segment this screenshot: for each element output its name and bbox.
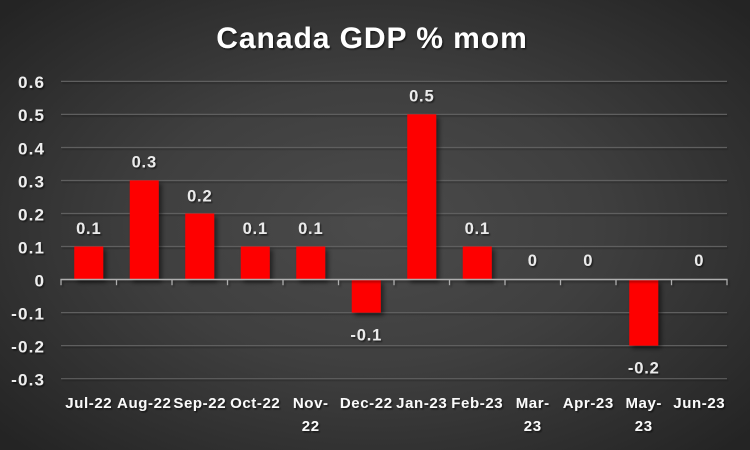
svg-text:-0.2: -0.2 (628, 359, 660, 377)
svg-text:0.1: 0.1 (76, 220, 101, 238)
svg-text:0.6: 0.6 (18, 73, 45, 92)
svg-text:-0.1: -0.1 (11, 305, 45, 324)
svg-text:0: 0 (583, 252, 593, 270)
svg-text:-0.1: -0.1 (350, 326, 382, 344)
svg-text:Jun-23: Jun-23 (673, 395, 725, 412)
svg-text:-0.2: -0.2 (11, 337, 45, 356)
svg-text:Nov-: Nov- (293, 395, 329, 412)
svg-text:23: 23 (635, 418, 653, 435)
svg-text:Mar-: Mar- (516, 395, 550, 412)
svg-text:0.2: 0.2 (18, 205, 45, 224)
svg-text:0.1: 0.1 (298, 220, 323, 238)
svg-text:0.3: 0.3 (132, 153, 157, 171)
svg-text:0.1: 0.1 (465, 220, 490, 238)
svg-text:0.2: 0.2 (187, 188, 212, 206)
svg-text:0.1: 0.1 (18, 238, 45, 257)
svg-text:0: 0 (694, 252, 704, 270)
svg-text:Jan-23: Jan-23 (396, 395, 447, 412)
svg-text:-0.3: -0.3 (11, 371, 45, 390)
svg-text:0.1: 0.1 (243, 220, 268, 238)
svg-text:Sep-22: Sep-22 (173, 395, 226, 412)
svg-text:0.5: 0.5 (409, 88, 434, 106)
svg-text:23: 23 (524, 418, 542, 435)
svg-text:0.5: 0.5 (18, 106, 45, 125)
svg-text:Oct-22: Oct-22 (230, 395, 280, 412)
svg-text:0.3: 0.3 (18, 172, 45, 191)
svg-text:Dec-22: Dec-22 (340, 395, 393, 412)
svg-text:May-: May- (625, 395, 662, 412)
svg-text:Jul-22: Jul-22 (65, 395, 112, 412)
svg-text:Canada GDP % mom: Canada GDP % mom (216, 22, 527, 55)
svg-text:Feb-23: Feb-23 (451, 395, 503, 412)
svg-text:Apr-23: Apr-23 (563, 395, 614, 412)
svg-text:22: 22 (302, 418, 320, 435)
svg-text:Aug-22: Aug-22 (117, 395, 171, 412)
svg-text:0.4: 0.4 (18, 139, 45, 158)
svg-text:0: 0 (35, 271, 46, 290)
svg-text:0: 0 (528, 252, 538, 270)
